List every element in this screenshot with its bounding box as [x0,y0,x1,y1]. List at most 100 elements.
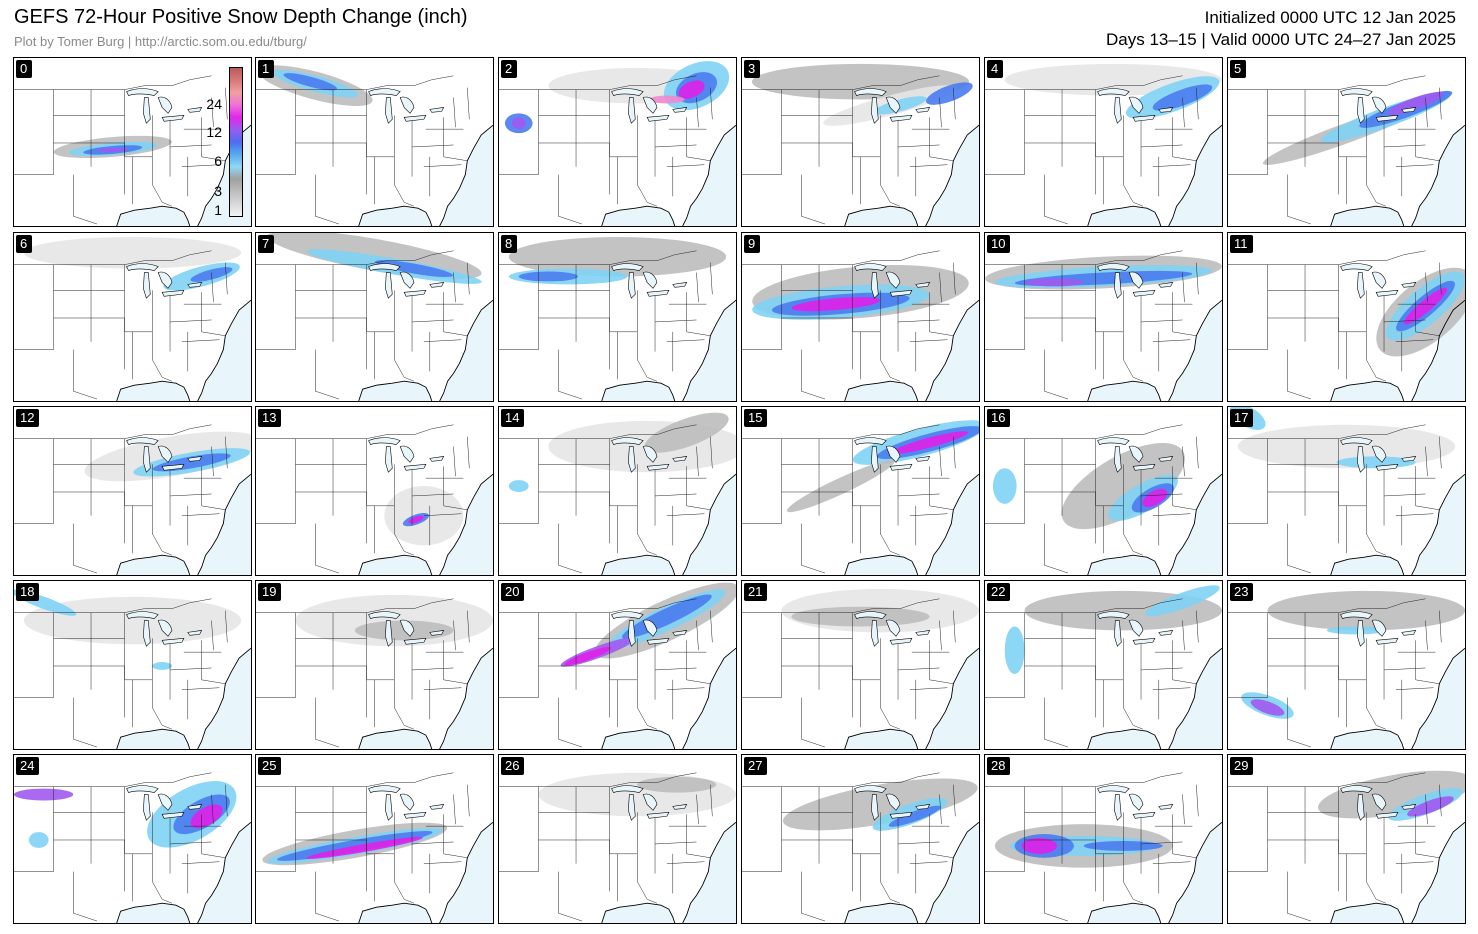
state-border [880,881,901,904]
atlantic-ocean [682,125,736,226]
great-lake [1371,445,1387,463]
state-border [256,264,296,350]
snow-depth-contour [23,596,242,645]
gulf-of-mexico [116,381,190,401]
panel-map [499,755,736,923]
state-border [985,786,1025,872]
member-label: 26 [501,757,525,775]
gulf-of-mexico [844,381,918,401]
great-lake [871,794,879,821]
state-border [1366,184,1387,207]
state-border [909,339,948,342]
panel-map [499,581,736,749]
great-lake [126,88,159,96]
state-border [201,117,226,162]
member-panel: 16 [984,406,1223,576]
snow-depth-contour [873,96,927,115]
atlantic-ocean [925,648,979,749]
state-border [939,620,942,651]
state-border [1196,87,1199,120]
state-border [637,533,658,556]
state-border [152,184,173,207]
gulf-of-mexico [358,381,432,401]
great-lake [889,114,913,122]
great-lake [1114,272,1122,299]
state-border [1228,438,1268,524]
great-lake [915,107,931,113]
great-lake [399,96,415,114]
great-lake [157,445,173,463]
member-label: 10 [987,235,1011,253]
great-lake [1158,630,1174,636]
state-border [499,75,697,90]
great-lake [157,793,173,811]
state-border [201,640,226,685]
great-lake [161,811,185,819]
great-lake [915,282,931,288]
state-border [742,772,940,787]
state-border [412,144,454,148]
atlantic-ocean [439,125,493,226]
state-border [655,841,697,845]
state-border [1415,640,1440,685]
state-border [742,75,940,90]
great-lake [611,88,644,96]
state-border [467,436,470,469]
state-border [1425,620,1428,651]
great-lake [429,804,445,810]
great-lake [143,272,151,299]
great-lake [157,619,173,637]
state-border [1182,620,1185,651]
atlantic-ocean [682,474,736,575]
great-lake [399,271,415,289]
great-lake [1371,793,1387,811]
state-border [1287,697,1312,748]
state-border [201,466,226,511]
state-border [1152,861,1191,864]
great-lake [187,804,203,810]
gulf-of-mexico [601,729,675,749]
state-border [1395,339,1434,342]
great-lake [915,804,931,810]
state-border [412,319,454,323]
state-border [686,292,711,337]
member-panel: 24 [13,754,252,924]
great-lake [1401,804,1417,810]
great-lake [1401,456,1417,462]
gulf-of-mexico [1330,381,1404,401]
panel-map [1228,581,1465,749]
member-label: 9 [744,235,761,253]
state-border [181,339,220,342]
great-lake [672,107,688,113]
great-lake [1158,456,1174,462]
gulf-of-mexico [116,729,190,749]
atlantic-ocean [1168,648,1222,749]
state-border [710,610,713,643]
atlantic-ocean [439,474,493,575]
state-border [467,87,470,120]
state-border [686,640,711,685]
state-border [953,262,956,295]
great-lake [1132,463,1156,471]
great-lake [885,96,901,114]
snow-depth-contour [1317,770,1465,819]
member-label: 28 [987,757,1011,775]
state-border [73,697,98,748]
member-label: 7 [258,235,275,253]
atlantic-ocean [1168,300,1222,401]
panel-map [985,58,1222,226]
colorbar-tick-label: 12 [206,124,222,140]
panel-map [742,407,979,575]
atlantic-ocean [197,648,251,749]
snow-depth-contour [891,431,968,454]
state-border [666,861,705,864]
snow-depth-contour [678,80,705,99]
state-border [1172,640,1197,685]
snow-depth-contour [518,271,578,282]
state-border [1152,164,1191,167]
great-lake [642,96,658,114]
state-border [710,87,713,120]
state-border [412,841,454,845]
great-lake [143,97,151,124]
atlantic-ocean [925,300,979,401]
